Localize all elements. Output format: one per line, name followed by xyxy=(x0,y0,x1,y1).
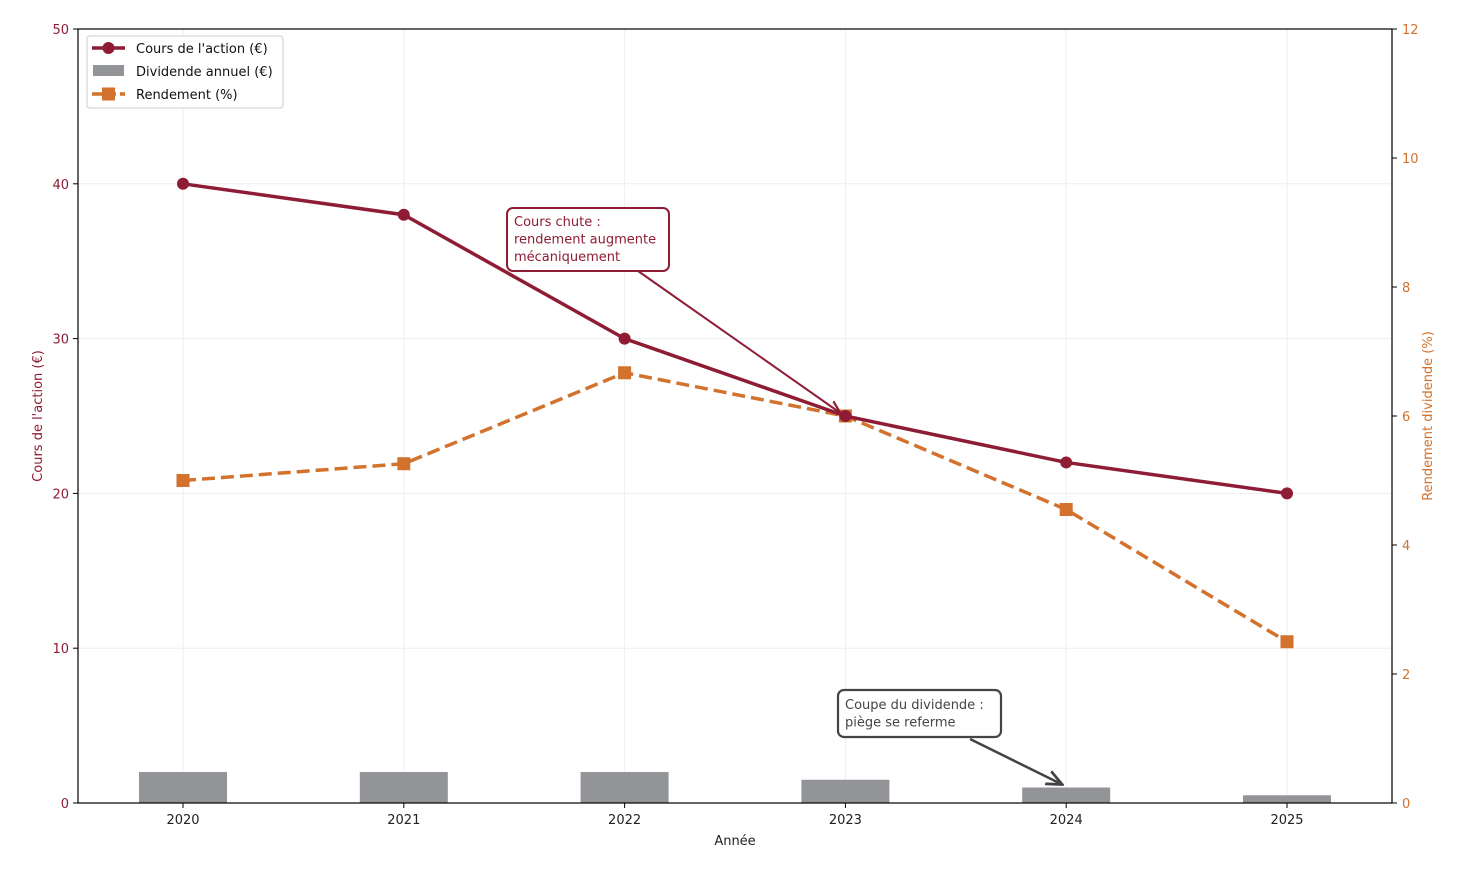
y-right-tick-label: 6 xyxy=(1402,410,1410,425)
x-tick-label: 2020 xyxy=(166,813,199,828)
dividend-bar-2020 xyxy=(139,772,227,803)
y-left-tick-label: 30 xyxy=(52,333,69,348)
dividend-bar-2025 xyxy=(1243,795,1331,803)
dividend-bars xyxy=(139,772,1331,803)
y-axis-left-label: Cours de l'action (€) xyxy=(31,350,46,482)
annotation-text-price-drop: mécaniquement xyxy=(514,250,620,265)
annotation-arrow-dividend-cut xyxy=(969,737,1062,785)
annotation-text-dividend-cut: piège se referme xyxy=(845,716,956,731)
dividend-bar-2022 xyxy=(580,772,669,803)
annotations: Cours chute : rendement augmente mécanique… xyxy=(506,207,1062,785)
price-marker-2023 xyxy=(839,410,852,422)
annotation-box-dividend-cut xyxy=(836,688,1003,739)
y-right-tick-label: 10 xyxy=(1402,152,1419,167)
price-series xyxy=(177,177,1293,500)
yield-marker-2022 xyxy=(618,366,632,380)
annotation-arrow-price-drop xyxy=(637,270,840,413)
x-tick-label: 2025 xyxy=(1270,813,1303,828)
axes: 2020 2021 2022 2023 2024 2025 0 10 20 30 40 50 0 2 4 6 8… xyxy=(52,23,1418,828)
legend-yield-marker-icon xyxy=(102,87,115,101)
legend-price-marker-icon xyxy=(102,42,115,54)
yield-marker-2025 xyxy=(1280,635,1294,649)
price-marker-2024 xyxy=(1060,456,1073,469)
legend-dividend-swatch-icon xyxy=(93,65,124,76)
price-marker-2020 xyxy=(177,177,189,190)
legend-label-yield: Rendement (%) xyxy=(136,88,238,103)
y-right-tick-label: 0 xyxy=(1402,797,1410,812)
yield-marker-2021 xyxy=(397,457,411,471)
dividend-bar-2024 xyxy=(1022,787,1111,803)
legend-label-dividend: Dividende annuel (€) xyxy=(136,65,273,80)
y-right-tick-label: 8 xyxy=(1402,281,1410,296)
annotation-text-dividend-cut: Coupe du dividende : xyxy=(845,698,984,713)
price-marker-2025 xyxy=(1281,487,1293,500)
plot-frame xyxy=(77,28,1393,804)
legend-label-price: Cours de l'action (€) xyxy=(136,42,268,57)
x-tick-label: 2021 xyxy=(387,813,420,828)
x-axis-label: Année xyxy=(714,834,755,849)
annotation-text-price-drop: rendement augmente xyxy=(514,233,656,248)
y-right-tick-label: 12 xyxy=(1402,23,1419,38)
legend: Cours de l'action (€) Dividende annuel (€… xyxy=(86,35,284,109)
yield-series xyxy=(176,366,1294,649)
y-left-tick-label: 20 xyxy=(52,487,69,502)
x-tick-label: 2024 xyxy=(1050,813,1083,828)
gridlines xyxy=(78,28,1392,804)
x-tick-label: 2022 xyxy=(608,813,641,828)
y-left-tick-label: 10 xyxy=(52,642,69,657)
y-right-tick-label: 4 xyxy=(1402,539,1410,554)
yield-marker-2020 xyxy=(176,474,190,487)
y-axis-right-label: Rendement dividende (%) xyxy=(1421,331,1436,501)
annotation-text-price-drop: Cours chute : xyxy=(514,215,601,230)
y-left-tick-label: 40 xyxy=(52,178,69,193)
legend-box xyxy=(86,35,284,109)
dividend-bar-2021 xyxy=(359,772,448,803)
dividend-bar-2023 xyxy=(801,779,890,803)
price-line xyxy=(182,182,1288,496)
yield-line xyxy=(182,370,1288,644)
y-right-tick-label: 2 xyxy=(1402,668,1410,683)
y-left-tick-label: 0 xyxy=(61,797,69,812)
price-marker-2022 xyxy=(618,332,631,345)
annotation-box-price-drop xyxy=(506,207,670,272)
y-left-tick-label: 50 xyxy=(52,23,69,38)
x-tick-label: 2023 xyxy=(829,813,862,828)
price-marker-2021 xyxy=(397,208,410,221)
yield-marker-2024 xyxy=(1059,503,1073,517)
